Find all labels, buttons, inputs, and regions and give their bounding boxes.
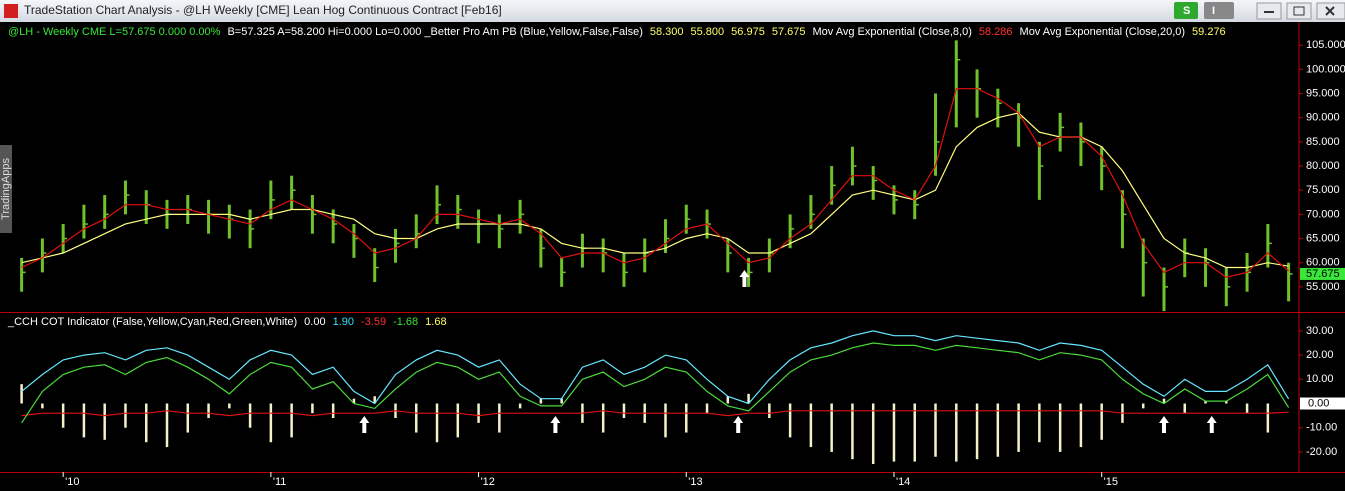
x-tick-label: '15 bbox=[1104, 476, 1118, 488]
app-icon bbox=[4, 4, 18, 18]
signal-arrow bbox=[359, 416, 370, 433]
header-part: 1.90 bbox=[333, 316, 354, 328]
y-tick-label: 30.00 bbox=[1306, 325, 1334, 337]
y-tick-label: 85.000 bbox=[1306, 136, 1340, 148]
x-tick-label: '14 bbox=[896, 476, 910, 488]
header-part: Mov Avg Exponential (Close,8,0) bbox=[812, 26, 971, 38]
header-part: @LH - Weekly CME L=57.675 0.000 0.00% bbox=[8, 26, 221, 38]
header-part: _CCH COT Indicator (False,Yellow,Cyan,Re… bbox=[7, 316, 297, 328]
cyan-line bbox=[21, 330, 1290, 405]
header-part: 58.300 bbox=[650, 26, 684, 38]
y-tick-label: 75.000 bbox=[1306, 184, 1340, 196]
x-tick-label: '13 bbox=[688, 476, 702, 488]
y-tick-label: 90.000 bbox=[1306, 112, 1340, 124]
strategy-button-label[interactable]: S bbox=[1183, 5, 1190, 17]
header-part: 56.975 bbox=[731, 26, 765, 38]
signal-arrow bbox=[739, 270, 750, 287]
window-title: TradeStation Chart Analysis - @LH Weekly… bbox=[24, 3, 502, 17]
pane-header: _CCH COT Indicator (False,Yellow,Cyan,Re… bbox=[7, 316, 447, 328]
header-part: 57.675 bbox=[772, 26, 806, 38]
x-tick-label: '11 bbox=[273, 476, 287, 488]
y-tick-label: 80.000 bbox=[1306, 160, 1340, 172]
x-tick-label: '12 bbox=[481, 476, 495, 488]
header-part: 55.800 bbox=[691, 26, 725, 38]
indicator-button[interactable] bbox=[1204, 2, 1234, 19]
y-tick-label: -10.00 bbox=[1306, 422, 1337, 434]
ema-8-line bbox=[21, 88, 1289, 278]
title-bar bbox=[0, 0, 1345, 22]
close-icon bbox=[1325, 6, 1335, 16]
header-part: Mov Avg Exponential (Close,20,0) bbox=[1020, 26, 1186, 38]
signal-arrow bbox=[1158, 416, 1169, 433]
side-tab[interactable] bbox=[0, 145, 12, 233]
last-price-box bbox=[1300, 267, 1345, 280]
y-tick-label: 70.000 bbox=[1306, 208, 1340, 220]
y-tick-label: 20.00 bbox=[1306, 349, 1334, 361]
signal-arrow bbox=[733, 416, 744, 433]
side-tab-label[interactable]: TradingApps bbox=[0, 158, 12, 220]
header-part: -3.59 bbox=[361, 316, 386, 328]
last-value-box bbox=[1300, 397, 1345, 410]
green-line bbox=[21, 342, 1290, 424]
y-tick-label: 100.000 bbox=[1306, 63, 1345, 75]
x-tick-label: '10 bbox=[65, 476, 79, 488]
header-part: -1.68 bbox=[393, 316, 418, 328]
signal-arrow bbox=[550, 416, 561, 433]
header-part: 58.286 bbox=[979, 26, 1013, 38]
last-value-label: 0.00 bbox=[1308, 397, 1329, 409]
header-part: 0.00 bbox=[304, 316, 325, 328]
header-part: 59.276 bbox=[1192, 26, 1226, 38]
red-line bbox=[21, 410, 1289, 417]
y-tick-label: 60.000 bbox=[1306, 257, 1340, 269]
y-tick-label: 95.000 bbox=[1306, 87, 1340, 99]
y-tick-label: 65.000 bbox=[1306, 232, 1340, 244]
y-tick-label: -20.00 bbox=[1306, 446, 1337, 458]
strategy-button[interactable] bbox=[1174, 2, 1198, 19]
header-part: 1.68 bbox=[425, 316, 446, 328]
last-price-label: 57.675 bbox=[1306, 268, 1340, 280]
y-tick-label: 105.000 bbox=[1306, 39, 1345, 51]
y-tick-label: 55.000 bbox=[1306, 281, 1340, 293]
indicator-button-label[interactable]: I bbox=[1212, 5, 1215, 17]
maximize-button[interactable] bbox=[1286, 2, 1312, 20]
signal-arrow bbox=[1206, 416, 1217, 433]
pane-header: @LH - Weekly CME L=57.675 0.000 0.00% B=5… bbox=[8, 26, 1226, 38]
maximize-icon bbox=[1293, 6, 1305, 16]
header-part: B=57.325 A=58.200 Hi=0.000 Lo=0.000 _Bet… bbox=[227, 26, 642, 38]
y-tick-label: 10.00 bbox=[1306, 373, 1334, 385]
